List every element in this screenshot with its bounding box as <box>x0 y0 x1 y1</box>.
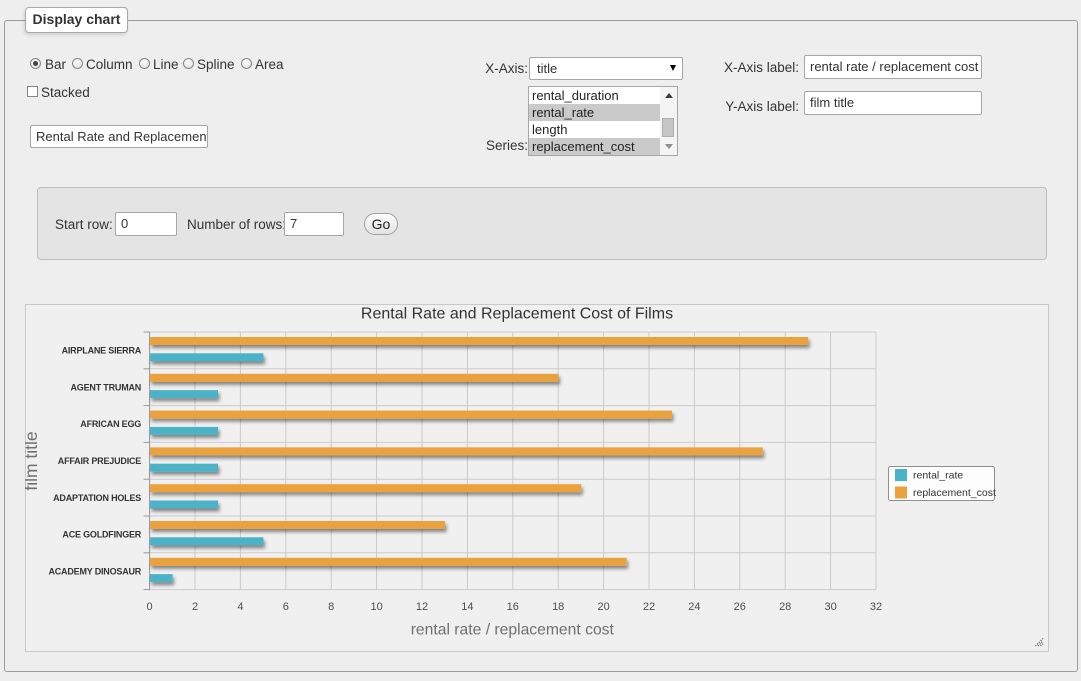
svg-text:AGENT TRUMAN: AGENT TRUMAN <box>71 382 142 392</box>
svg-text:ADAPTATION HOLES: ADAPTATION HOLES <box>53 493 141 503</box>
svg-text:16: 16 <box>507 601 519 613</box>
svg-text:AFRICAN EGG: AFRICAN EGG <box>80 419 141 429</box>
svg-text:rental rate / replacement cost: rental rate / replacement cost <box>411 622 615 639</box>
svg-text:22: 22 <box>643 601 655 613</box>
svg-text:replacement_cost: replacement_cost <box>913 487 996 499</box>
svg-text:0: 0 <box>147 601 153 613</box>
svg-text:10: 10 <box>370 601 382 613</box>
svg-text:2: 2 <box>192 601 198 613</box>
svg-text:4: 4 <box>237 601 243 613</box>
svg-text:12: 12 <box>416 601 428 613</box>
svg-text:AFFAIR PREJUDICE: AFFAIR PREJUDICE <box>58 456 142 466</box>
svg-text:30: 30 <box>824 601 836 613</box>
svg-text:film title: film title <box>25 431 41 490</box>
svg-text:18: 18 <box>552 601 564 613</box>
svg-text:rental_rate: rental_rate <box>913 470 963 482</box>
svg-text:24: 24 <box>688 601 700 613</box>
svg-text:28: 28 <box>779 601 791 613</box>
svg-text:ACE GOLDFINGER: ACE GOLDFINGER <box>62 530 141 540</box>
svg-text:20: 20 <box>597 601 609 613</box>
svg-text:26: 26 <box>734 601 746 613</box>
svg-text:6: 6 <box>283 601 289 613</box>
svg-text:8: 8 <box>328 601 334 613</box>
svg-text:32: 32 <box>870 601 882 613</box>
svg-text:14: 14 <box>461 601 473 613</box>
svg-text:Rental Rate and Replacement Co: Rental Rate and Replacement Cost of Film… <box>361 306 673 323</box>
svg-text:ACADEMY DINOSAUR: ACADEMY DINOSAUR <box>48 566 141 576</box>
svg-text:AIRPLANE SIERRA: AIRPLANE SIERRA <box>62 346 142 356</box>
